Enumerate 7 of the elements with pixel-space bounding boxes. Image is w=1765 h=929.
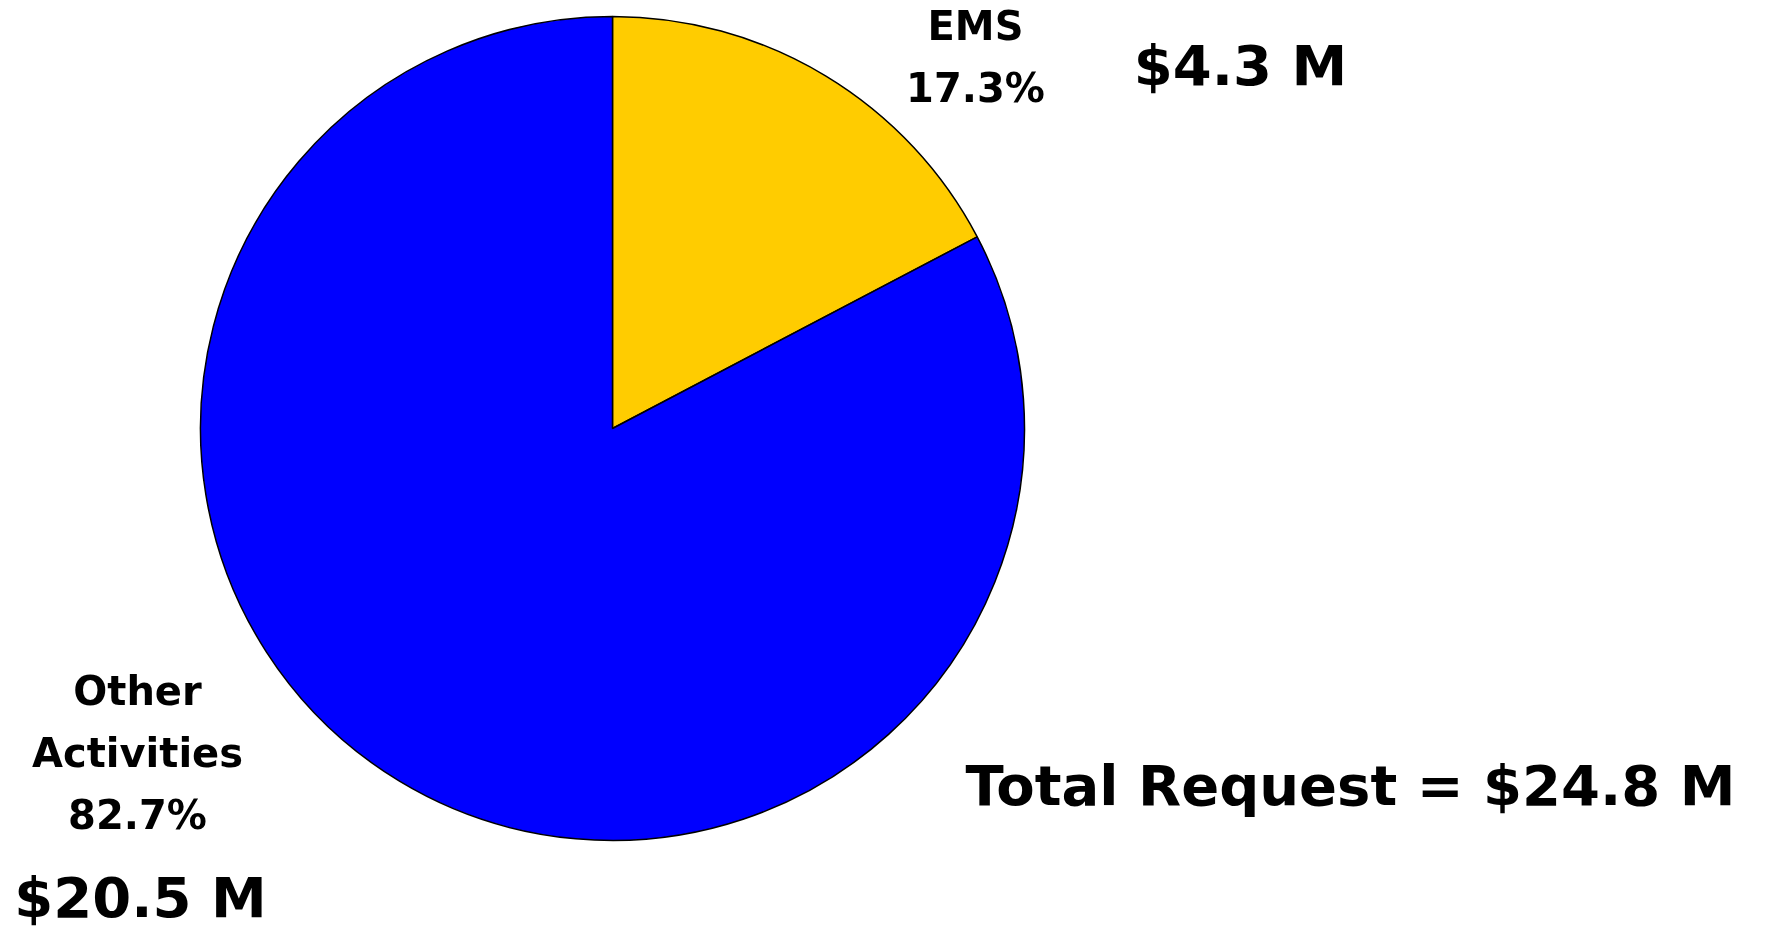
- slice-label: Other Activities: [31, 667, 244, 776]
- data-label: 82.7%: [68, 791, 207, 838]
- data-label: 17.3%: [906, 64, 1045, 111]
- text: $4.3 M: [1133, 33, 1348, 98]
- text: Total Request = $24.8 M: [965, 753, 1736, 818]
- text: $20.5 M: [14, 865, 267, 929]
- slice-label: EMS: [927, 2, 1024, 49]
